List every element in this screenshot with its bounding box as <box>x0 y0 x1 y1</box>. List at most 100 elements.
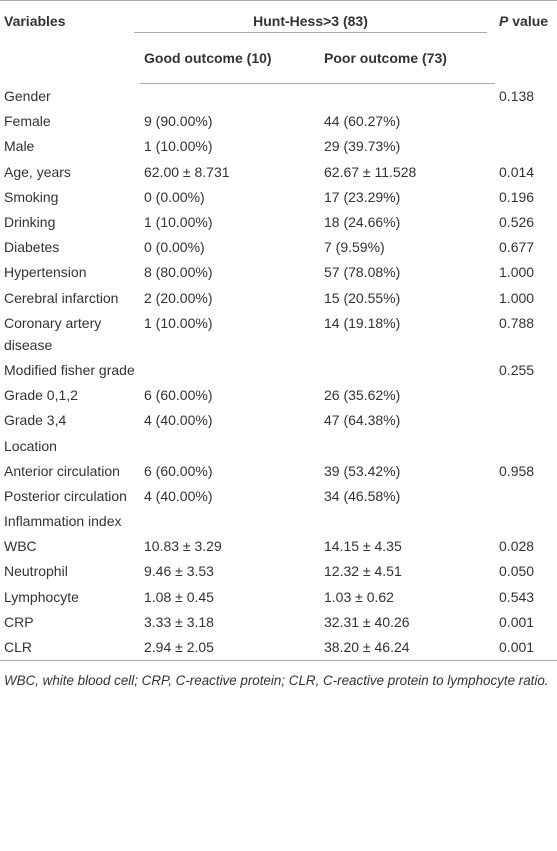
group-header: Hunt-Hess>3 (83) <box>134 1 495 40</box>
cell <box>495 109 557 134</box>
row-label: Anterior circulation <box>4 462 120 479</box>
cell: 9 (90.00%) <box>144 113 213 130</box>
header-cell: Good outcome (10) <box>140 39 320 84</box>
cell: 0.001 <box>499 639 535 656</box>
table-row: Male 1 (10.00%) 29 (39.73%) <box>0 134 557 159</box>
table-row: Smoking 0 (0.00%) 17 (23.29%) 0.196 <box>0 184 557 209</box>
row-label: Female <box>4 113 51 130</box>
cell: 0.255 <box>499 361 535 378</box>
cell: 0 (0.00%) <box>144 188 205 205</box>
cell <box>495 483 557 508</box>
row-label: Inflammation index <box>4 513 122 530</box>
cell <box>320 509 495 534</box>
row-label: Grade 3,4 <box>4 412 67 429</box>
cell: 18 (24.66%) <box>324 214 401 231</box>
table-row: Grade 0,1,2 6 (60.00%) 26 (35.62%) <box>0 383 557 408</box>
cell: 62.67 ± 11.528 <box>324 163 417 180</box>
cell: 57 (78.08%) <box>324 264 401 281</box>
cell: 0.014 <box>499 163 535 180</box>
cell: 17 (23.29%) <box>324 188 401 205</box>
cell <box>140 357 320 382</box>
cell: 0.001 <box>499 613 535 630</box>
cell: 1.08 ± 0.45 <box>144 588 214 605</box>
table-row: Gender 0.138 <box>0 84 557 109</box>
cell: 0.526 <box>499 214 535 231</box>
table-row: CLR 2.94 ± 2.05 38.20 ± 46.24 0.001 <box>0 634 557 660</box>
row-label: Neutrophil <box>4 563 68 580</box>
header-cell: Poor outcome (73) <box>320 39 496 84</box>
table-row: CRP 3.33 ± 3.18 32.31 ± 40.26 0.001 <box>0 609 557 634</box>
row-label: Hypertension <box>4 264 87 281</box>
cell: 34 (46.58%) <box>324 487 401 504</box>
table-row: Grade 3,4 4 (40.00%) 47 (64.38%) <box>0 408 557 433</box>
cell: 44 (60.27%) <box>324 113 401 130</box>
row-label: Location <box>4 437 57 454</box>
row-label: Diabetes <box>4 239 60 256</box>
cell: 26 (35.62%) <box>324 387 401 404</box>
cell: 14.15 ± 4.35 <box>324 538 402 555</box>
cell: 39 (53.42%) <box>324 462 401 479</box>
table-row: Coronary artery disease 1 (10.00%) 14 (19.… <box>0 310 557 357</box>
cell: 3.33 ± 3.18 <box>144 613 214 630</box>
cell <box>320 433 495 458</box>
table-row: Location <box>0 433 557 458</box>
table-row: Diabetes 0 (0.00%) 7 (9.59%) 0.677 <box>0 235 557 260</box>
cell: 9.46 ± 3.53 <box>144 563 214 580</box>
row-label: Cerebral infarction <box>4 289 119 306</box>
table-row: Age, years 62.00 ± 8.731 62.67 ± 11.528 0.0… <box>0 159 557 184</box>
table-row: Inflammation index <box>0 509 557 534</box>
cell: 10.83 ± 3.29 <box>144 538 222 555</box>
table-row: Drinking 1 (10.00%) 18 (24.66%) 0.526 <box>0 209 557 234</box>
table-row: Cerebral infarction 2 (20.00%) 15 (20.55%)… <box>0 285 557 310</box>
cell: 62.00 ± 8.731 <box>144 163 230 180</box>
cell <box>495 509 557 534</box>
cell: 8 (80.00%) <box>144 264 213 281</box>
cell: 38.20 ± 46.24 <box>324 639 410 656</box>
cell <box>140 509 320 534</box>
cell: 1 (10.00%) <box>144 214 213 231</box>
row-label: Coronary artery disease <box>4 314 102 353</box>
row-label: CRP <box>4 613 34 630</box>
cell: 0.028 <box>499 538 535 555</box>
table-row: Modified fisher grade 0.255 <box>0 357 557 382</box>
cell <box>320 357 495 382</box>
row-label: Grade 0,1,2 <box>4 387 78 404</box>
header-cell: Variables <box>4 13 66 29</box>
table-row: Hypertension 8 (80.00%) 57 (78.08%) 1.000 <box>0 260 557 285</box>
cell <box>495 134 557 159</box>
table-row: Lymphocyte 1.08 ± 0.45 1.03 ± 0.62 0.543 <box>0 584 557 609</box>
cell: 1 (10.00%) <box>144 314 213 331</box>
cell: 7 (9.59%) <box>324 239 385 256</box>
cell: 0.677 <box>499 239 535 256</box>
row-label: Lymphocyte <box>4 588 79 605</box>
cell: 29 (39.73%) <box>324 138 401 155</box>
cell: 6 (60.00%) <box>144 387 213 404</box>
cell: 2.94 ± 2.05 <box>144 639 214 656</box>
footnote: WBC, white blood cell; CRP, C-reactive p… <box>4 672 549 688</box>
cell: 4 (40.00%) <box>144 487 213 504</box>
row-label: Modified fisher grade <box>4 361 135 378</box>
cell: 1 (10.00%) <box>144 138 213 155</box>
row-label: Posterior circulation <box>4 487 127 504</box>
cell <box>495 433 557 458</box>
cell: 0.958 <box>499 462 535 479</box>
table-body: Gender 0.138 Female 9 (90.00%) 44 (60.27%) Ma… <box>0 84 557 661</box>
cell: 47 (64.38%) <box>324 412 401 429</box>
cell <box>495 383 557 408</box>
row-label: Gender <box>4 88 51 105</box>
cell: 0.543 <box>499 588 535 605</box>
row-label: Age, years <box>4 163 71 180</box>
data-table: Variables Hunt-Hess>3 (83) P value Good … <box>0 0 557 661</box>
cell: 1.000 <box>499 264 535 281</box>
row-label: CLR <box>4 639 33 656</box>
cell: 0.196 <box>499 188 535 205</box>
cell <box>140 433 320 458</box>
cell: 32.31 ± 40.26 <box>324 613 410 630</box>
cell <box>140 84 320 109</box>
table-row: Anterior circulation 6 (60.00%) 39 (53.42%… <box>0 458 557 483</box>
header-cell: P value <box>499 13 549 29</box>
cell: 12.32 ± 4.51 <box>324 563 402 580</box>
cell: 14 (19.18%) <box>324 314 401 331</box>
cell: 6 (60.00%) <box>144 462 213 479</box>
